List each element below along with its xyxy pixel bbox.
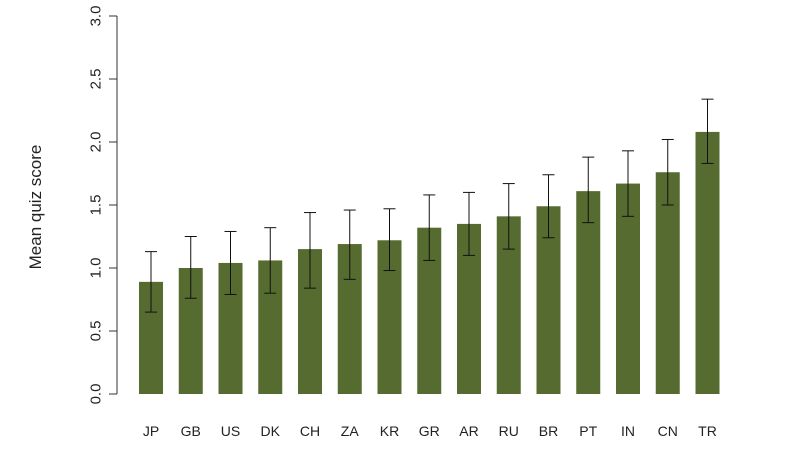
- x-category-label-gb: GB: [181, 423, 201, 439]
- error-bar-ch: [304, 212, 316, 289]
- x-category-label-za: ZA: [341, 423, 360, 439]
- x-category-label-gr: GR: [419, 423, 440, 439]
- x-category-label-ch: CH: [300, 423, 320, 439]
- error-bar-jp: [145, 251, 157, 313]
- x-category-label-pt: PT: [579, 423, 597, 439]
- x-category-label-dk: DK: [261, 423, 281, 439]
- x-category-label-us: US: [221, 423, 240, 439]
- y-tick-label: 1.0: [87, 258, 104, 279]
- error-bar-dk: [264, 227, 277, 294]
- y-tick-label: 0.0: [87, 384, 104, 405]
- error-bar-us: [224, 230, 237, 295]
- error-bar-br: [542, 174, 555, 239]
- error-bar-ru: [502, 183, 515, 250]
- bars: [139, 131, 720, 395]
- x-category-label-jp: JP: [143, 423, 159, 439]
- y-tick-label: 2.5: [87, 69, 104, 90]
- error-bar-tr: [701, 98, 714, 164]
- bar-cn: [655, 172, 680, 394]
- y-axis: 0.0 0.5 1.0 1.5 2.0 2.5 3.0: [87, 6, 118, 405]
- x-category-label-br: BR: [539, 423, 558, 439]
- x-category-label-ar: AR: [459, 423, 478, 439]
- x-category-label-ru: RU: [499, 423, 519, 439]
- error-bar-cn: [661, 138, 674, 206]
- y-tick-label: 3.0: [87, 6, 104, 27]
- x-category-label-cn: CN: [658, 423, 678, 439]
- y-tick-label: 1.5: [87, 195, 104, 216]
- error-bar-za: [343, 209, 356, 280]
- error-bar-pt: [582, 156, 595, 224]
- error-bars: [145, 98, 714, 313]
- y-tick-label: 2.0: [87, 132, 104, 153]
- error-bar-gr: [423, 194, 436, 261]
- error-bar-kr: [383, 208, 396, 272]
- error-bar-ar: [463, 191, 475, 256]
- x-category-label-tr: TR: [698, 423, 717, 439]
- y-axis-title: Mean quiz score: [26, 145, 45, 270]
- bar-pt: [576, 191, 601, 394]
- x-category-label-kr: KR: [380, 423, 399, 439]
- x-axis-labels: JP GB US DK CH ZA KR GR AR RU BR PT IN CN TR: [143, 423, 717, 439]
- y-tick-label: 0.5: [87, 321, 104, 342]
- bar-tr: [695, 131, 720, 395]
- error-bar-in: [622, 150, 634, 217]
- error-bar-gb: [184, 236, 197, 299]
- x-category-label-in: IN: [621, 423, 635, 439]
- bar-in: [616, 183, 640, 394]
